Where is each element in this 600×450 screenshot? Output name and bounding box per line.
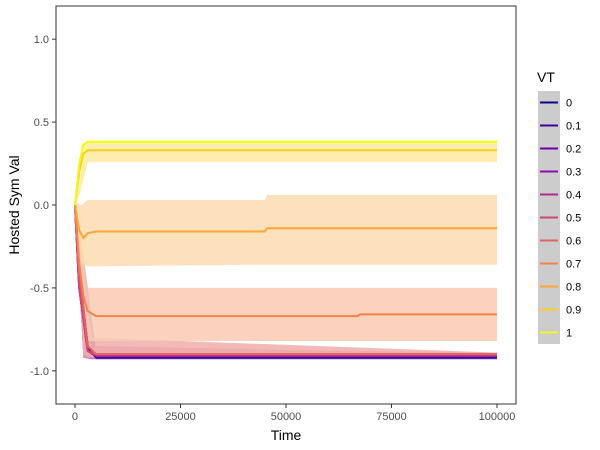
y-axis: -1.0 -0.5 0.0 0.5 1.0 — [30, 34, 56, 378]
legend-title: VT — [537, 69, 555, 85]
y-axis-title: Hosted Sym Val — [6, 155, 22, 254]
x-tick-label: 25000 — [165, 411, 196, 423]
legend-label-vt-0-6: 0.6 — [566, 236, 581, 248]
x-tick-label: 50000 — [271, 411, 302, 423]
x-axis: 0 25000 50000 75000 100000 — [72, 404, 515, 423]
legend-label-vt-0-9: 0.9 — [566, 305, 581, 317]
line-vt-0-8 — [74, 204, 497, 240]
legend-label-vt-0-5: 0.5 — [566, 213, 581, 225]
legend: VT 0 0.1 0.2 0.3 0.4 0.5 0.6 0.7 0.8 0.9 1 — [537, 69, 581, 344]
legend-label-vt-0-2: 0.2 — [566, 144, 581, 156]
confidence-bands — [75, 140, 497, 360]
band-vt-0-9 — [75, 142, 497, 209]
legend-items: 0 0.1 0.2 0.3 0.4 0.5 0.6 0.7 0.8 0.9 1 — [540, 98, 581, 340]
legend-label-vt-0-7: 0.7 — [566, 259, 581, 271]
legend-label-vt-0-8: 0.8 — [566, 282, 581, 294]
legend-label-vt-0-3: 0.3 — [566, 167, 581, 179]
legend-label-vt-0: 0 — [566, 98, 572, 110]
y-tick-label: 0.5 — [34, 117, 49, 129]
band-vt-0-6 — [75, 201, 497, 358]
legend-label-vt-0-1: 0.1 — [566, 121, 581, 133]
y-tick-label: 0.0 — [34, 200, 49, 212]
y-tick-label: -0.5 — [30, 283, 49, 295]
x-tick-label: 75000 — [376, 411, 407, 423]
line-vt-0-7 — [74, 204, 497, 318]
line-vt-1 — [74, 141, 497, 206]
band-vt-0-7 — [75, 201, 497, 341]
x-tick-label: 100000 — [479, 411, 516, 423]
x-axis-title: Time — [271, 427, 302, 443]
band-vt-0-8 — [75, 195, 497, 267]
y-tick-label: -1.0 — [30, 366, 49, 378]
x-tick-label: 0 — [72, 411, 78, 423]
legend-label-vt-0-4: 0.4 — [566, 190, 581, 202]
legend-label-vt-1: 1 — [566, 328, 572, 340]
plot-area — [55, 5, 517, 405]
y-tick-label: 1.0 — [34, 34, 49, 46]
series-lines — [74, 141, 497, 359]
